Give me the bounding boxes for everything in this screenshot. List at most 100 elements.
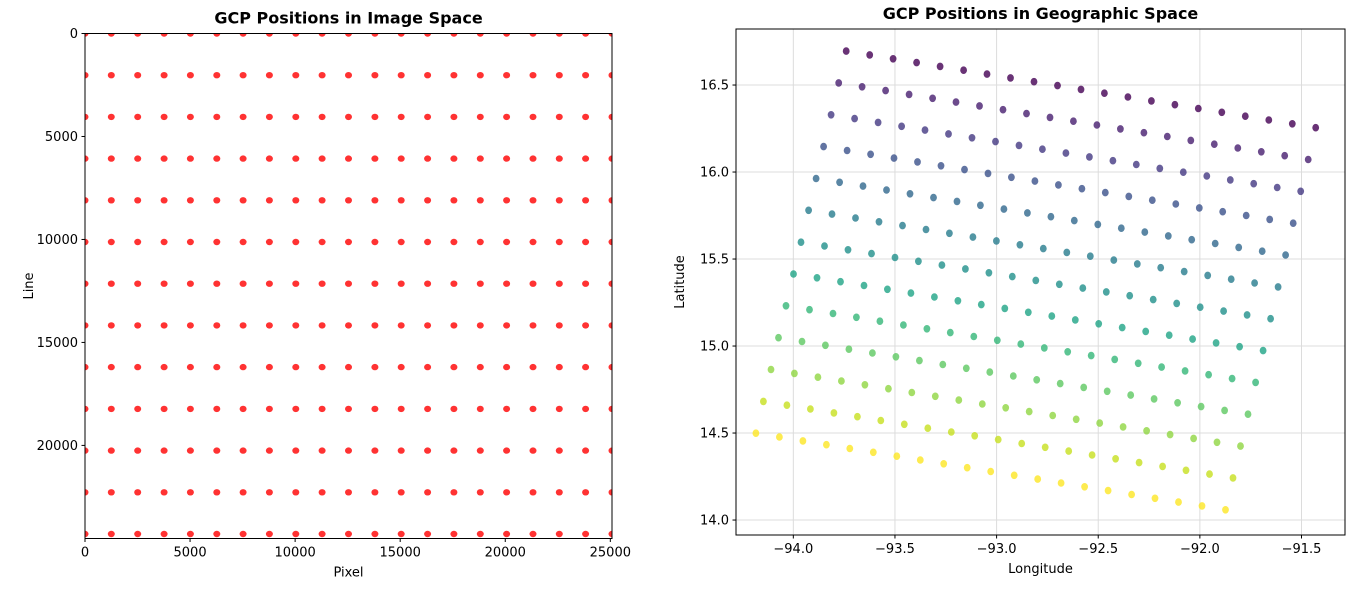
gcp-point <box>476 33 484 37</box>
gcp-point <box>85 489 89 496</box>
gcp-point <box>929 94 936 103</box>
gcp-point <box>292 238 300 246</box>
gcp-point <box>582 447 590 454</box>
gcp-points <box>85 33 612 538</box>
gcp-point <box>107 72 115 79</box>
gcp-point <box>239 113 247 121</box>
x-tick-label: 20000 <box>485 546 526 561</box>
gcp-point <box>555 72 563 79</box>
gcp-point <box>884 285 891 294</box>
gcp-point <box>476 155 484 162</box>
gcp-point <box>450 72 458 79</box>
gcp-point <box>318 72 326 79</box>
gcp-point <box>1149 295 1157 304</box>
gcp-point <box>1039 244 1047 253</box>
gcp-point <box>582 405 590 413</box>
gcp-point <box>1039 145 1046 153</box>
gcp-point <box>851 114 858 123</box>
y-tick-label: 0 <box>70 27 78 42</box>
gcp-point <box>213 447 221 454</box>
gcp-point <box>582 363 590 371</box>
gcp-point <box>582 72 590 79</box>
gcp-point <box>424 113 432 121</box>
gcp-point <box>424 530 432 538</box>
gcp-point <box>318 280 326 287</box>
gcp-point <box>1182 466 1190 475</box>
gcp-point <box>424 405 432 413</box>
gcp-point <box>893 452 901 461</box>
gcp-point <box>476 363 484 371</box>
gcp-point <box>945 130 952 138</box>
gcp-point <box>265 489 273 496</box>
gcp-point <box>582 489 590 496</box>
gcp-point <box>1258 247 1266 255</box>
gcp-point <box>292 322 300 329</box>
gcp-point <box>954 297 962 305</box>
gcp-point <box>608 33 612 37</box>
gcp-point <box>961 165 968 174</box>
gcp-point <box>134 447 142 454</box>
gcp-point <box>424 33 432 37</box>
gcp-point <box>85 72 89 79</box>
gcp-point <box>1103 387 1111 396</box>
gcp-point <box>1174 399 1181 407</box>
gcp-point <box>186 530 194 538</box>
gcp-point <box>1072 415 1080 424</box>
gcp-point <box>882 86 889 95</box>
gcp-point <box>1117 125 1124 133</box>
gcp-point <box>186 72 194 79</box>
axis-ticks: 0 5000 10000 15000 20000 25000 0 5000 10000 15000… <box>37 27 631 561</box>
gcp-point <box>397 72 405 79</box>
gcp-point <box>1148 97 1155 105</box>
gcp-point <box>1086 252 1094 260</box>
x-tick-label: −91.5 <box>1282 542 1322 557</box>
gcp-point <box>345 72 352 79</box>
gcp-point <box>107 363 115 371</box>
gcp-point <box>1213 438 1221 447</box>
gcp-point <box>1159 462 1166 471</box>
gcp-point <box>265 72 273 79</box>
x-tick-label: −92.0 <box>1180 542 1220 557</box>
geographic-space-chart: −94.0 −93.5 −93.0 −92.5 −92.0 −91.5 14.0 14.5 15… <box>673 4 1346 577</box>
gcp-point <box>160 489 168 496</box>
gcp-point <box>85 405 89 413</box>
gcp-point <box>921 126 929 134</box>
gcp-point <box>424 238 432 246</box>
gcp-point <box>953 197 961 206</box>
gcp-point <box>1071 316 1079 324</box>
gcp-point <box>85 155 89 162</box>
gcp-point <box>160 155 168 162</box>
gcp-point <box>213 489 221 496</box>
gcp-point <box>555 33 563 37</box>
gcp-point <box>877 416 885 425</box>
gcp-point <box>476 113 484 121</box>
chart-title: GCP Positions in Image Space <box>214 9 483 28</box>
gcp-point <box>1229 474 1237 482</box>
gcp-point <box>1041 443 1049 452</box>
gcp-point <box>450 33 458 37</box>
gcp-point <box>450 322 458 329</box>
gcp-point <box>1070 117 1077 125</box>
gcp-point <box>1156 164 1164 173</box>
gcp-point <box>85 447 89 454</box>
gcp-point <box>960 66 967 74</box>
gcp-point <box>1244 410 1252 419</box>
gcp-point <box>85 197 89 204</box>
gcp-point <box>1025 407 1033 416</box>
gcp-point <box>503 113 511 121</box>
gcp-point <box>983 70 991 78</box>
gcp-point <box>397 363 405 371</box>
gcp-point <box>318 238 326 246</box>
gcp-point <box>900 420 908 429</box>
gcp-point <box>186 489 194 496</box>
gcp-point <box>450 238 458 246</box>
gcp-point <box>1196 303 1204 312</box>
gcp-point <box>805 206 812 215</box>
gcp-point <box>186 405 194 413</box>
gcp-point <box>134 405 142 413</box>
gcp-point <box>239 530 247 538</box>
gcp-point <box>1001 304 1009 313</box>
gcp-point <box>318 113 326 121</box>
gcp-point <box>529 363 537 371</box>
gcp-point <box>265 530 273 538</box>
